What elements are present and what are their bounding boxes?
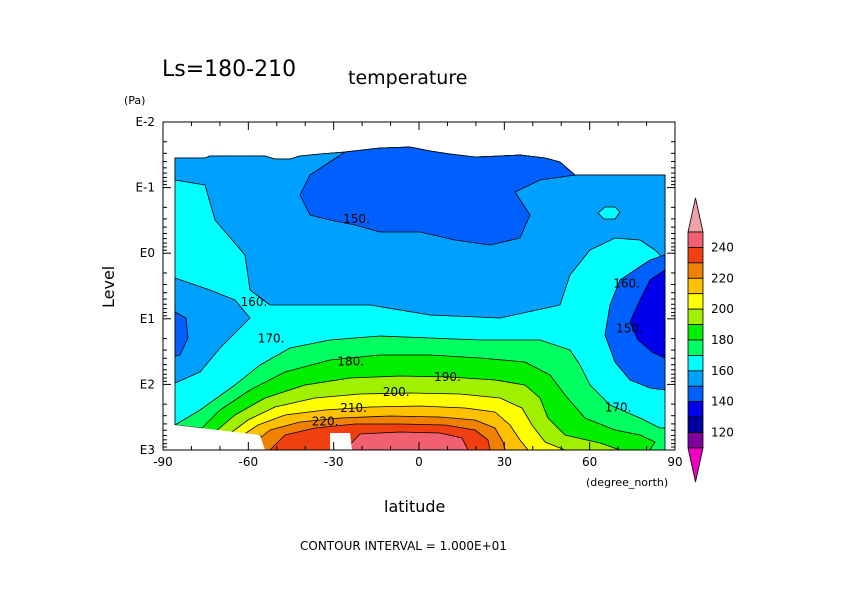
colorbar-bottom-arrow xyxy=(687,447,704,483)
colorbar-swatch xyxy=(687,385,704,403)
x-tick-label: 0 xyxy=(415,455,423,469)
contour-label: 160. xyxy=(613,277,640,291)
contour-label: 200. xyxy=(383,385,410,399)
colorbar-swatch xyxy=(687,432,704,449)
x-tick-label: -60 xyxy=(239,455,259,469)
region-140-upper xyxy=(299,146,576,246)
colorbar-top-arrow xyxy=(687,197,704,233)
contour-interval-note: CONTOUR INTERVAL = 1.000E+01 xyxy=(300,539,507,553)
contour-labels: 150. 160. 160. 150. 170. 180. 190. 200. 210.220.… xyxy=(241,212,643,429)
y-axis-unit: (Pa) xyxy=(124,94,145,107)
chart-subtitle: Ls=180-210 xyxy=(162,57,296,82)
colorbar-label: 120 xyxy=(711,426,734,440)
contour-label: 170. xyxy=(605,401,632,415)
contour-fills xyxy=(163,146,666,450)
contour-label: 160. xyxy=(241,295,268,309)
contour-label: 150. xyxy=(616,321,643,335)
x-tick-label: -30 xyxy=(324,455,344,469)
colorbar-label: 220 xyxy=(711,271,734,285)
colorbar-label: 240 xyxy=(711,240,734,254)
y-tick-label: E2 xyxy=(140,377,155,391)
colorbar-swatch xyxy=(687,355,704,372)
y-axis-label: Level xyxy=(99,266,118,308)
x-tick-label: -90 xyxy=(153,455,173,469)
contour-label: 180. xyxy=(337,355,364,369)
x-tick-label: 90 xyxy=(667,455,682,469)
colorbar-label: 160 xyxy=(711,364,734,378)
colorbar-swatch xyxy=(687,370,704,387)
nodata-bottom-center xyxy=(330,433,352,450)
colorbar-swatch xyxy=(687,401,704,418)
y-tick-label: E3 xyxy=(140,443,155,457)
contour-label: 210. xyxy=(340,401,367,415)
chart-title: temperature xyxy=(348,67,467,89)
colorbar-swatch xyxy=(687,324,704,341)
region-170-island xyxy=(597,206,621,220)
colorbar: 240 220 200 180 160 140 120 xyxy=(687,197,734,483)
colorbar-swatch xyxy=(687,339,704,356)
region-140-left xyxy=(174,311,189,357)
contour-label: 190. xyxy=(434,370,461,384)
y-tick-label: E-1 xyxy=(135,181,155,195)
region-140-right xyxy=(629,269,666,359)
colorbar-swatch xyxy=(687,293,704,310)
nodata-bottom-left xyxy=(163,425,265,450)
colorbar-label: 200 xyxy=(711,302,734,316)
colorbar-swatch xyxy=(687,308,704,325)
colorbar-label: 140 xyxy=(711,395,734,409)
y-tick-label: E0 xyxy=(140,246,155,260)
region-240 xyxy=(344,431,469,450)
contour-label: 150. xyxy=(343,212,370,226)
colorbar-swatch xyxy=(687,416,704,433)
x-axis-label: latitude xyxy=(384,497,445,516)
colorbar-swatch xyxy=(687,262,704,279)
colorbar-swatch xyxy=(687,247,704,264)
x-tick-label: 60 xyxy=(582,455,597,469)
region-150-left xyxy=(174,277,251,384)
contour-label: 220. xyxy=(312,415,339,429)
colorbar-swatch xyxy=(687,231,704,248)
colorbar-label: 180 xyxy=(711,333,734,347)
y-axis: E-2 E-1 E0 E1 E2 E3 xyxy=(135,115,675,457)
x-tick-label: 30 xyxy=(497,455,512,469)
contour-label: 170. xyxy=(258,332,285,346)
colorbar-swatch xyxy=(687,277,704,295)
y-tick-label: E-2 xyxy=(135,115,155,129)
y-tick-label: E1 xyxy=(140,312,155,326)
x-axis-unit: (degree_north) xyxy=(586,476,668,489)
